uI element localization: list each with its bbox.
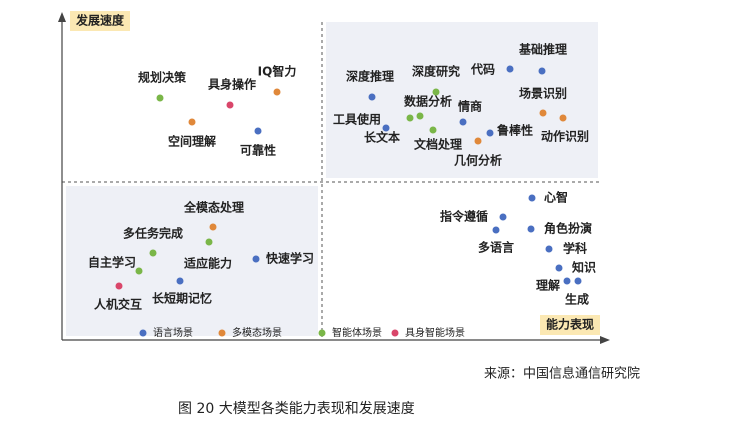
y-axis-label: 发展速度 (75, 13, 125, 28)
node-dot (474, 137, 482, 145)
node-label: 快速学习 (266, 251, 314, 266)
node-dot (555, 264, 563, 272)
node-label: 知识 (571, 260, 596, 275)
node-dot (506, 65, 514, 73)
node-dot (563, 277, 571, 285)
node-label: 数据分析 (404, 94, 452, 109)
node-dot (406, 114, 414, 122)
node-label: 长文本 (364, 130, 400, 145)
node-label: 角色扮演 (544, 221, 592, 236)
node-dot (209, 223, 217, 231)
node-dot (205, 238, 213, 246)
source: 来源：中国信息通信研究院 (484, 366, 640, 382)
node-label: 基础推理 (518, 42, 567, 57)
legend-label: 智能体场景 (332, 326, 382, 339)
node-dot (545, 245, 553, 253)
node-dot (416, 112, 424, 120)
axis-label-box (540, 315, 600, 335)
node-dot (574, 277, 582, 285)
node-label: 可靠性 (240, 143, 276, 158)
node-label: 文档处理 (414, 137, 462, 152)
node-label: 人机交互 (94, 297, 142, 312)
node-label: 情商 (458, 99, 482, 114)
node-dot (252, 255, 260, 263)
legend-label: 具身智能场景 (405, 326, 465, 339)
node-label: IQ智力 (258, 64, 297, 79)
node-dot (539, 109, 547, 117)
node-label: 动作识别 (541, 129, 589, 144)
node-label: 长短期记忆 (152, 291, 212, 306)
legend-label: 语言场景 (153, 326, 193, 339)
node-dot (226, 101, 234, 109)
node-dot (559, 114, 567, 122)
legend-dot (391, 329, 399, 337)
node-label: 代码 (470, 62, 495, 77)
node-dot (528, 194, 536, 202)
node-dot (486, 129, 494, 137)
node-label: 全模态处理 (183, 200, 244, 215)
quadrant-bg (66, 186, 318, 336)
node-label: 指令遵循 (440, 209, 488, 224)
node-label: 几何分析 (454, 153, 502, 168)
node-label: 多任务完成 (123, 226, 183, 241)
axis-label-box (70, 11, 130, 31)
node-dot (538, 67, 546, 75)
node-dot (156, 94, 164, 102)
legend-dot (139, 329, 147, 337)
node-dot (149, 249, 157, 257)
node-label: 学科 (563, 241, 587, 256)
node-dot (527, 225, 535, 233)
node-dot (432, 88, 440, 96)
node-dot (273, 88, 281, 96)
node-label: 多语言 (478, 240, 514, 255)
node-label: 场景识别 (519, 87, 567, 101)
arrow (600, 336, 610, 344)
node-label: 鲁棒性 (496, 123, 533, 138)
node-label: 自主学习 (88, 255, 136, 270)
node-dot (368, 93, 376, 101)
node-dot (429, 126, 437, 134)
node-dot (115, 282, 123, 290)
node-label: 心智 (544, 190, 568, 205)
node-dot (459, 118, 467, 126)
node-label: 具身操作 (208, 77, 256, 92)
node-dot (499, 213, 507, 221)
node-label: 深度研究 (412, 64, 460, 79)
node-label: 生成 (565, 292, 589, 307)
node-dot (382, 124, 390, 132)
node-dot (254, 127, 262, 135)
node-label: 深度推理 (346, 69, 394, 84)
node-dot (176, 277, 184, 285)
x-axis-label: 能力表现 (546, 317, 594, 332)
node-label: 理解 (536, 278, 560, 293)
node-label: 规划决策 (138, 70, 187, 85)
legend-label: 多模态场景 (232, 326, 282, 339)
legend-dot (318, 329, 326, 337)
node-label: 工具使用 (333, 112, 381, 127)
node-dot (492, 226, 500, 234)
node-dot (135, 267, 143, 275)
node-label: 空间理解 (168, 134, 216, 149)
legend-dot (218, 329, 226, 337)
node-label: 适应能力 (184, 256, 232, 271)
caption: 图 20 大模型各类能力表现和发展速度 (178, 401, 415, 417)
arrow (58, 12, 66, 22)
node-dot (188, 118, 196, 126)
